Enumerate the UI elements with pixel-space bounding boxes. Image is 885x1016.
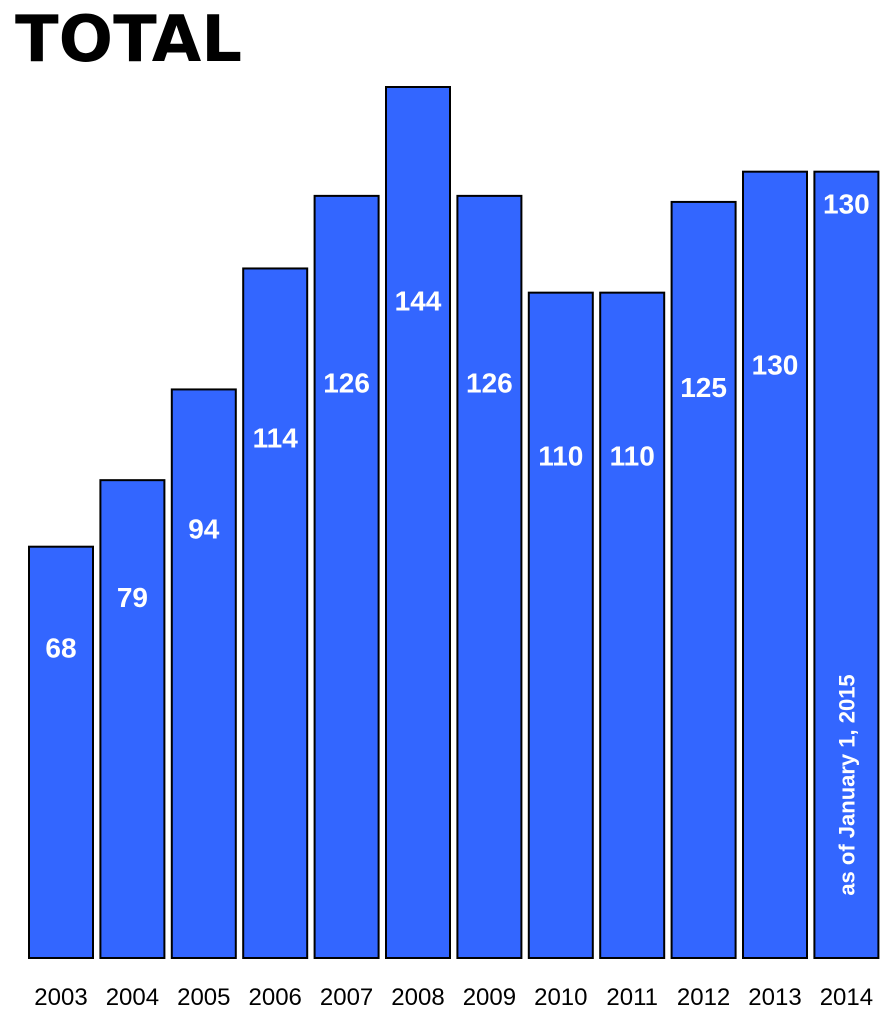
year-label-2010: 2010 <box>534 984 587 1011</box>
year-labels-layer: 2003 2004 2005 2006 2007 2008 2009 2010 2011 2012… <box>34 984 873 1011</box>
annotations-layer: as of January 1, 2015 <box>834 674 859 895</box>
year-label-2005: 2005 <box>177 984 230 1011</box>
bar-2011 <box>599 291 666 959</box>
bar-2010 <box>527 291 594 959</box>
bar-2003 <box>28 545 94 959</box>
value-label-2003: 68 <box>45 632 76 663</box>
bar-2006 <box>242 267 309 960</box>
value-label-2005: 94 <box>188 514 220 545</box>
year-label-2014: 2014 <box>820 984 873 1011</box>
value-label-2012: 125 <box>680 372 727 403</box>
year-label-2004: 2004 <box>106 984 159 1011</box>
year-label-2008: 2008 <box>391 984 444 1011</box>
bar-2004 <box>99 479 166 959</box>
year-label-2012: 2012 <box>677 984 730 1011</box>
year-label-2007: 2007 <box>320 984 373 1011</box>
bars-layer <box>28 86 880 960</box>
value-label-2008: 144 <box>395 285 442 316</box>
year-label-2009: 2009 <box>463 984 516 1011</box>
value-label-2013: 130 <box>752 349 799 380</box>
bar-2008 <box>385 86 451 959</box>
value-labels-layer: 68 79 94 114 126 144 126 110 110 125 130 130 <box>45 189 869 664</box>
annotation-label-2014: as of January 1, 2015 <box>834 674 859 895</box>
bar-2014 <box>813 170 880 960</box>
year-label-2011: 2011 <box>606 984 658 1011</box>
bar-2007 <box>313 194 380 959</box>
year-label-2013: 2013 <box>748 984 801 1011</box>
year-label-2006: 2006 <box>249 984 302 1011</box>
value-label-2006: 114 <box>253 422 299 453</box>
value-label-2007: 126 <box>323 368 370 399</box>
chart-title: TOTAL <box>15 3 243 77</box>
value-label-2014: 130 <box>823 189 870 220</box>
value-label-2004: 79 <box>117 582 148 613</box>
value-label-2010: 110 <box>538 441 583 472</box>
value-label-2011: 110 <box>610 441 655 472</box>
bar-2005 <box>170 388 237 959</box>
year-label-2003: 2003 <box>34 984 87 1011</box>
bar-2009 <box>456 194 523 959</box>
bar-2012 <box>670 200 737 960</box>
value-label-2009: 126 <box>466 368 513 399</box>
bar-2013 <box>742 170 808 960</box>
